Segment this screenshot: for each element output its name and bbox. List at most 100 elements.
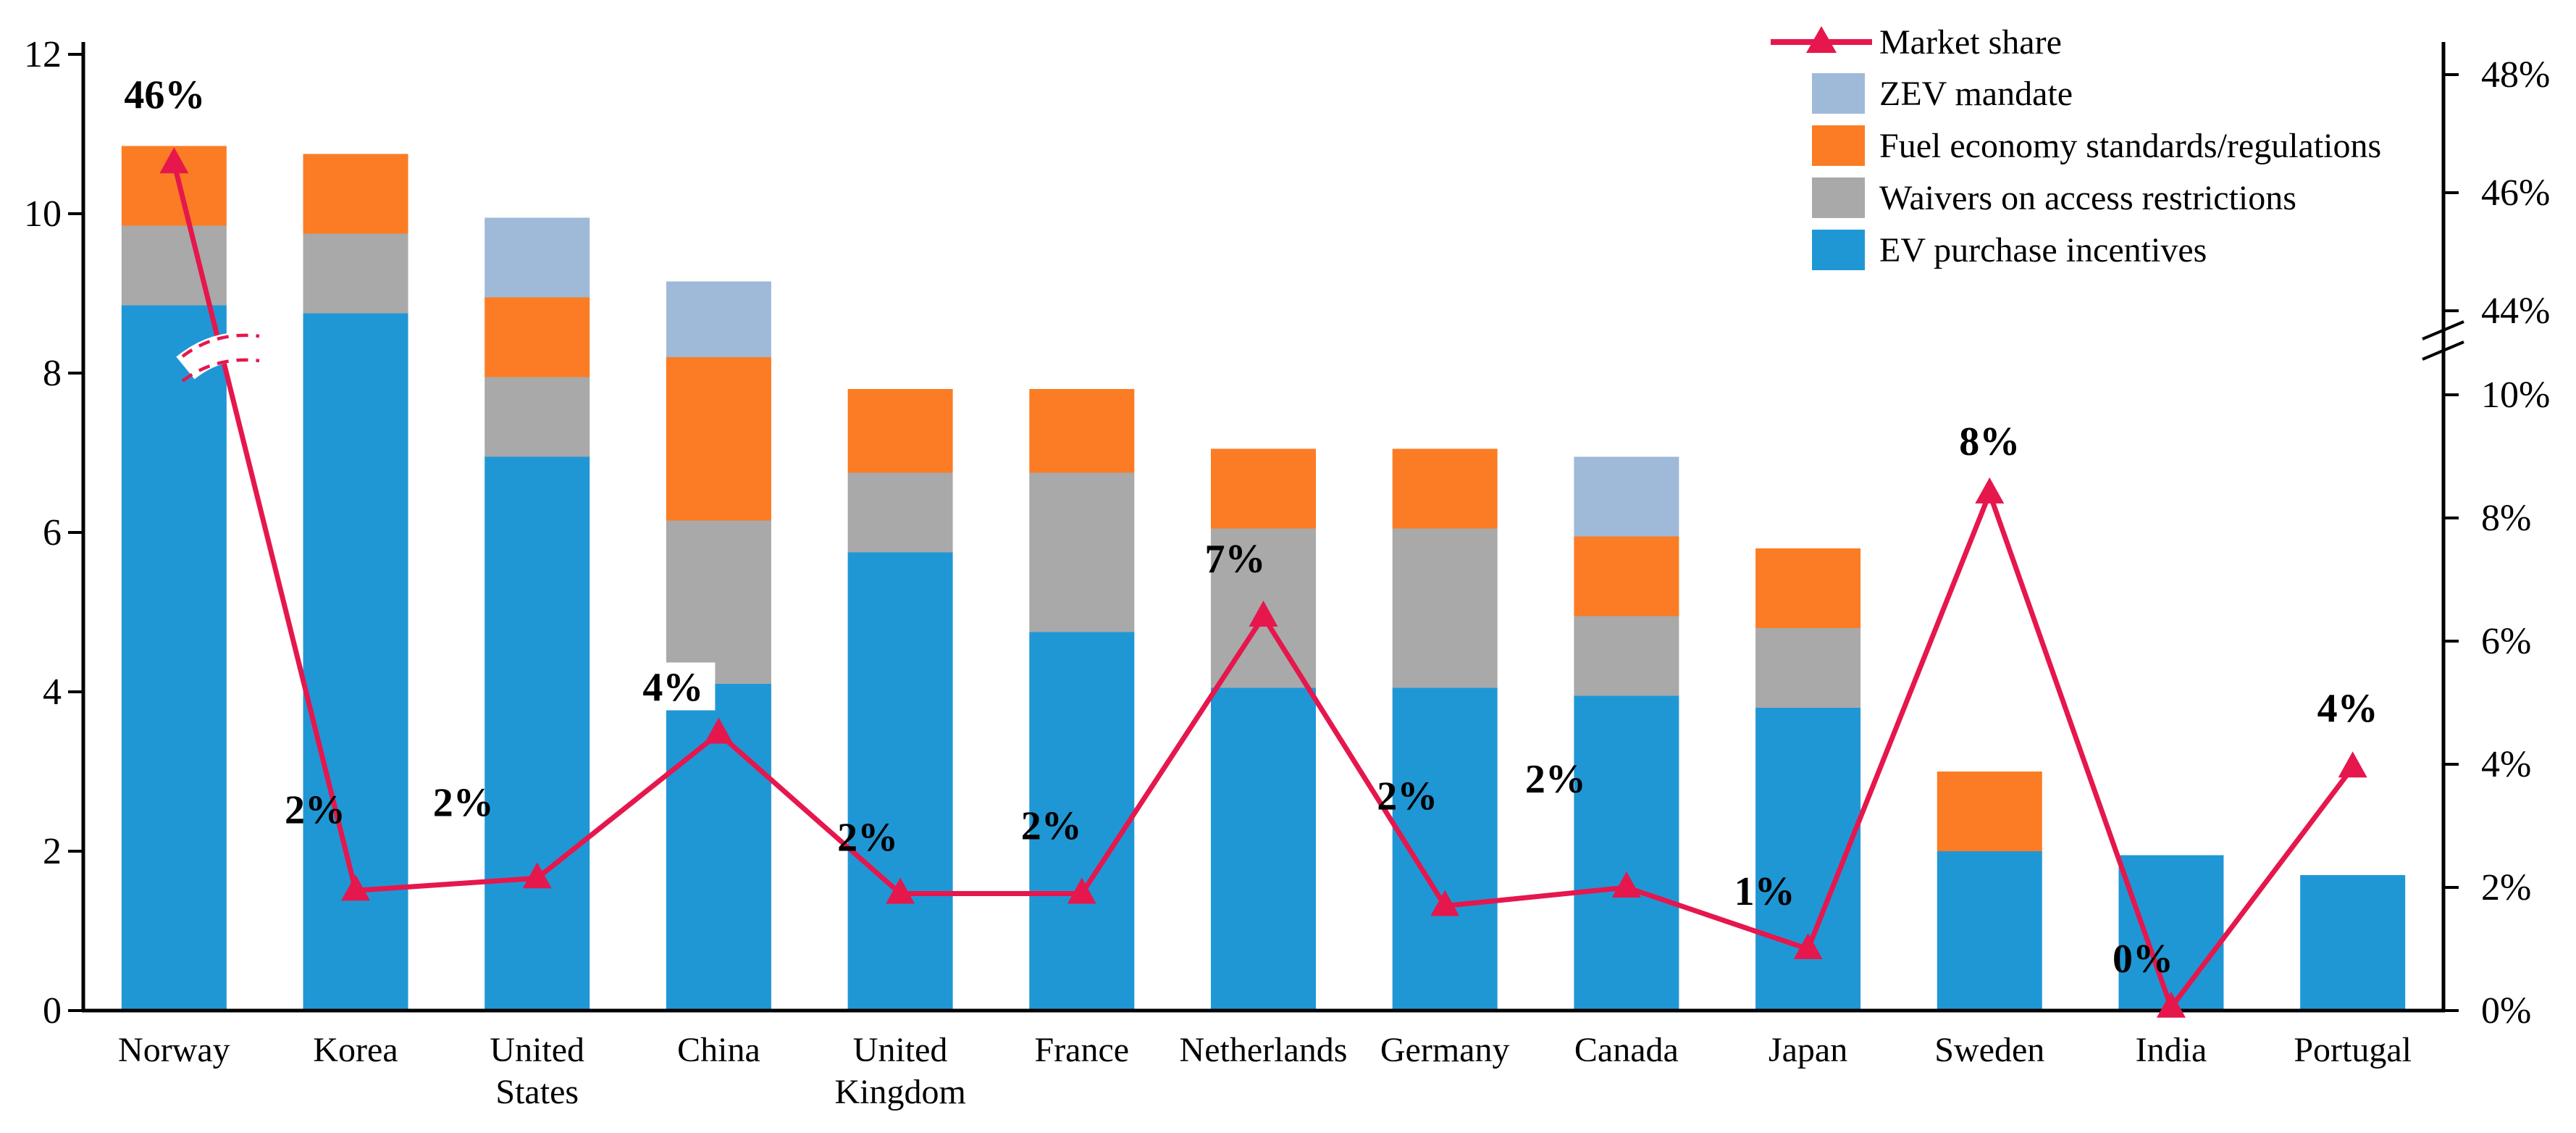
right-axis-tick-label: 4% [2481,744,2531,785]
bar-segment-france-waivers [1029,472,1135,632]
x-axis-category-label: Portugal [2294,1031,2412,1069]
bar-segment-united-kingdom-ev [847,552,953,1011]
x-axis-category-label: Canada [1574,1031,1679,1069]
bar-segment-japan-fuel [1755,548,1861,628]
market-share-value-label: 4% [642,666,703,711]
right-axis-tick-label: 44% [2481,290,2550,332]
x-axis-category-label: Korea [313,1031,398,1069]
market-share-value-label: 2% [285,787,345,832]
x-axis-category-label: Sweden [1934,1031,2044,1069]
market-share-value-label: 2% [1525,757,1586,802]
bar-segment-sweden-ev [1937,851,2042,1011]
market-share-marker-united-states [522,862,552,889]
market-share-marker-japan [1793,933,1823,959]
bar-segment-canada-zev [1574,456,1679,537]
legend-triangle-icon [1806,26,1837,53]
right-axis-break-mark [2422,340,2464,361]
bar-segment-korea-waivers [303,233,408,314]
line-break-band [176,332,259,380]
x-axis-category-label: Norway [118,1031,230,1069]
legend-swatch-icon [1812,177,1865,218]
bar-segment-india-ev [2118,855,2224,1011]
right-axis-tick-label: 8% [2481,498,2531,539]
bar-segment-france-ev [1029,632,1135,1011]
bar-segment-japan-waivers [1755,628,1861,708]
x-axis-category-label: States [495,1073,579,1111]
bar-segment-canada-waivers [1574,616,1679,696]
market-share-value-label: 4% [2317,686,2378,731]
bar-segment-korea-ev [303,313,408,1011]
market-share-marker-united-kingdom [886,877,915,904]
market-share-marker-france [1067,877,1096,904]
legend-swatch-icon [1812,230,1865,270]
bar-segment-united-states-waivers [484,377,590,457]
legend-label: Waivers on access restrictions [1879,179,2296,217]
legend-swatch-icon [1812,73,1865,114]
market-share-marker-china [704,717,734,744]
bar-segment-united-states-zev [484,217,590,298]
bar-segment-china-waivers [666,520,771,684]
bar-segment-norway-ev [121,305,227,1011]
left-axis-tick-label: 0 [43,990,62,1032]
right-axis-tick-label: 48% [2481,54,2550,96]
market-share-value-label: 2% [433,780,494,825]
market-share-marker-portugal [2338,751,2367,778]
left-axis-tick-label: 10 [24,193,62,235]
legend-swatch-icon [1812,125,1865,166]
legend-label: ZEV mandate [1879,75,2073,113]
bar-segment-united-states-fuel [484,297,590,377]
bar-segment-portugal-ev [2300,875,2406,1011]
market-share-value-label: 46% [124,72,205,117]
bar-segment-united-kingdom-fuel [847,389,953,473]
bar-segment-china-fuel [666,357,771,521]
bar-segment-germany-waivers [1392,528,1498,688]
bar-segment-germany-fuel [1392,448,1498,529]
market-share-value-label: 2% [837,816,898,861]
x-axis-category-label: United [490,1031,584,1069]
x-axis-category-label: Netherlands [1180,1031,1348,1069]
left-axis-tick-label: 12 [24,34,62,75]
market-share-value-label: 8% [1959,419,2020,464]
market-share-marker-netherlands [1249,601,1278,627]
x-axis-category-label: France [1035,1031,1130,1069]
bar-segment-netherlands-fuel [1211,448,1316,529]
market-share-value-label: 2% [1377,774,1438,819]
right-axis-tick-label: 2% [2481,867,2531,908]
line-break-dash-top [181,333,260,358]
bar-segment-sweden-fuel [1937,772,2042,851]
bar-segment-china-zev [666,281,771,357]
bar-segment-canada-ev [1574,695,1679,1011]
right-axis-tick-label: 46% [2481,172,2550,214]
point-label-box [631,662,716,711]
x-axis-category-label: United [853,1031,948,1069]
legend-label: EV purchase incentives [1879,231,2207,269]
market-share-marker-germany [1430,890,1460,916]
bar-segment-france-fuel [1029,389,1135,473]
market-share-value-label: 2% [1021,804,1082,849]
right-axis-tick-label: 0% [2481,990,2531,1032]
x-axis-category-label: China [677,1031,760,1069]
left-axis-tick-label: 6 [43,512,62,553]
x-axis-category-label: Japan [1769,1031,1847,1069]
x-axis-category-label: Germany [1380,1031,1510,1069]
bar-segment-canada-fuel [1574,536,1679,616]
bar-segment-united-kingdom-waivers [847,472,953,553]
legend-label: Market share [1879,23,2062,62]
right-axis-tick-label: 6% [2481,621,2531,662]
left-axis-tick-label: 8 [43,353,62,394]
market-share-marker-canada [1611,871,1641,898]
right-axis-tick-label: 10% [2481,375,2550,416]
x-axis-category-label: Kingdom [834,1073,965,1111]
market-share-value-label: 1% [1734,869,1795,914]
market-share-marker-india [2156,991,2186,1018]
left-axis-tick-label: 4 [43,672,62,713]
right-axis-break-mark [2422,320,2464,340]
bar-segment-norway-waivers [121,225,227,306]
bar-segment-netherlands-ev [1211,687,1316,1011]
market-share-marker-norway [159,147,189,174]
market-share-marker-korea [341,874,371,901]
bar-segment-united-states-ev [484,456,590,1011]
market-share-value-label: 0% [2113,937,2173,982]
legend-label: Fuel economy standards/regulations [1879,127,2381,165]
